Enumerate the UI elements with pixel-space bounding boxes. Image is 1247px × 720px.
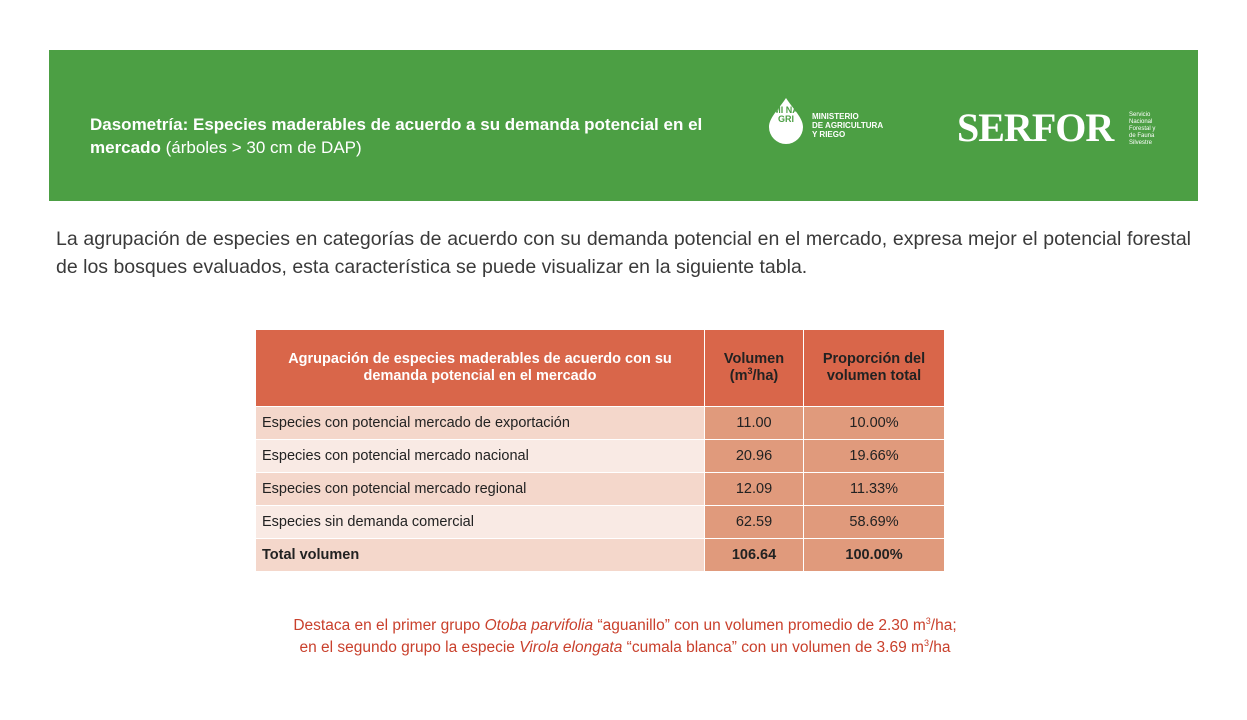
note-line-2: en el segundo grupo la especie Virola el… <box>150 637 1100 659</box>
note-l2-species: Virola elongata <box>519 639 623 656</box>
note-l1-sup: 3 <box>925 615 931 626</box>
cell-volume: 62.59 <box>704 505 804 539</box>
minagri-drop-icon <box>769 98 803 144</box>
cell-volume: 20.96 <box>704 439 804 473</box>
header-volume: Volumen (m3/ha) <box>704 329 804 407</box>
minagri-logo: MI NA GRI MINISTERIO DE AGRICULTURA Y RI… <box>766 96 906 146</box>
total-proportion: 100.00% <box>803 538 945 572</box>
cell-proportion: 19.66% <box>803 439 945 473</box>
serfor-sub-line4: de Fauna <box>1129 133 1155 139</box>
header-volume-a: Volumen (m <box>723 351 785 384</box>
header-banner: Dasometría: Especies maderables de acuer… <box>49 50 1198 201</box>
serfor-sub-line3: Forestal y <box>1129 126 1156 132</box>
cell-proportion: 11.33% <box>803 472 945 506</box>
cell-volume: 12.09 <box>704 472 804 506</box>
note-l1-c: /ha; <box>930 617 957 634</box>
minagri-name-line2: DE AGRICULTURA <box>812 121 884 130</box>
cell-group: Especies sin demanda comercial <box>255 505 705 539</box>
table-row: Especies sin demanda comercial 62.59 58.… <box>255 505 945 539</box>
note-l1-species: Otoba parvifolia <box>484 617 594 634</box>
cell-group: Especies con potencial mercado regional <box>255 472 705 506</box>
cell-proportion: 58.69% <box>803 505 945 539</box>
header-group: Agrupación de especies maderables de acu… <box>255 329 705 407</box>
slide-title-rest: (árboles > 30 cm de DAP) <box>160 138 362 157</box>
serfor-sub-line2: Nacional <box>1129 119 1153 125</box>
highlight-note: Destaca en el primer grupo Otoba parvifo… <box>150 615 1100 659</box>
slide-title: Dasometría: Especies maderables de acuer… <box>90 113 730 159</box>
table-row: Especies con potencial mercado regional … <box>255 472 945 506</box>
cell-volume: 11.00 <box>704 406 804 440</box>
note-l2-b: “cumala blanca” con un volumen de 3.69 m <box>622 639 924 656</box>
minagri-name-line1: MINISTERIO <box>812 112 859 121</box>
note-l2-sup: 3 <box>923 637 929 648</box>
serfor-wordmark: SERFOR <box>957 105 1114 150</box>
intro-paragraph: La agrupación de especies en categorías … <box>56 228 1191 278</box>
note-l1-a: Destaca en el primer grupo <box>293 617 485 634</box>
serfor-subtitle: Servicio Nacional Forestal y de Fauna Si… <box>1129 112 1155 147</box>
note-line-1: Destaca en el primer grupo Otoba parvifo… <box>150 615 1100 637</box>
serfor-logo: SERFOR Servicio Nacional Forestal y de F… <box>957 106 1167 150</box>
minagri-name: MINISTERIO DE AGRICULTURA Y RIEGO <box>812 112 883 139</box>
cell-proportion: 10.00% <box>803 406 945 440</box>
minagri-mark: MI NA GRI <box>773 105 799 124</box>
total-label: Total volumen <box>255 538 705 572</box>
header-volume-b: /ha) <box>752 368 779 384</box>
serfor-sub-line1: Servicio <box>1129 112 1151 118</box>
table-row: Especies con potencial mercado de export… <box>255 406 945 440</box>
minagri-name-line3: Y RIEGO <box>812 130 846 139</box>
note-l1-b: “aguanillo” con un volumen promedio de 2… <box>593 617 926 634</box>
table-row: Especies con potencial mercado nacional … <box>255 439 945 473</box>
header-proportion: Proporción del volumen total <box>803 329 945 407</box>
species-group-table: Agrupación de especies maderables de acu… <box>255 329 945 572</box>
header-volume-sup: 3 <box>747 366 753 377</box>
cell-group: Especies con potencial mercado de export… <box>255 406 705 440</box>
slide-title-bold: Dasometría: Especies maderables de acuer… <box>90 115 703 157</box>
total-volume: 106.64 <box>704 538 804 572</box>
table-header-row: Agrupación de especies maderables de acu… <box>255 329 945 407</box>
serfor-sub-line5: Silvestre <box>1129 140 1153 146</box>
cell-group: Especies con potencial mercado nacional <box>255 439 705 473</box>
table-total-row: Total volumen 106.64 100.00% <box>255 538 945 572</box>
note-l2-a: en el segundo grupo la especie <box>299 639 520 656</box>
note-l2-c: /ha <box>928 639 951 656</box>
